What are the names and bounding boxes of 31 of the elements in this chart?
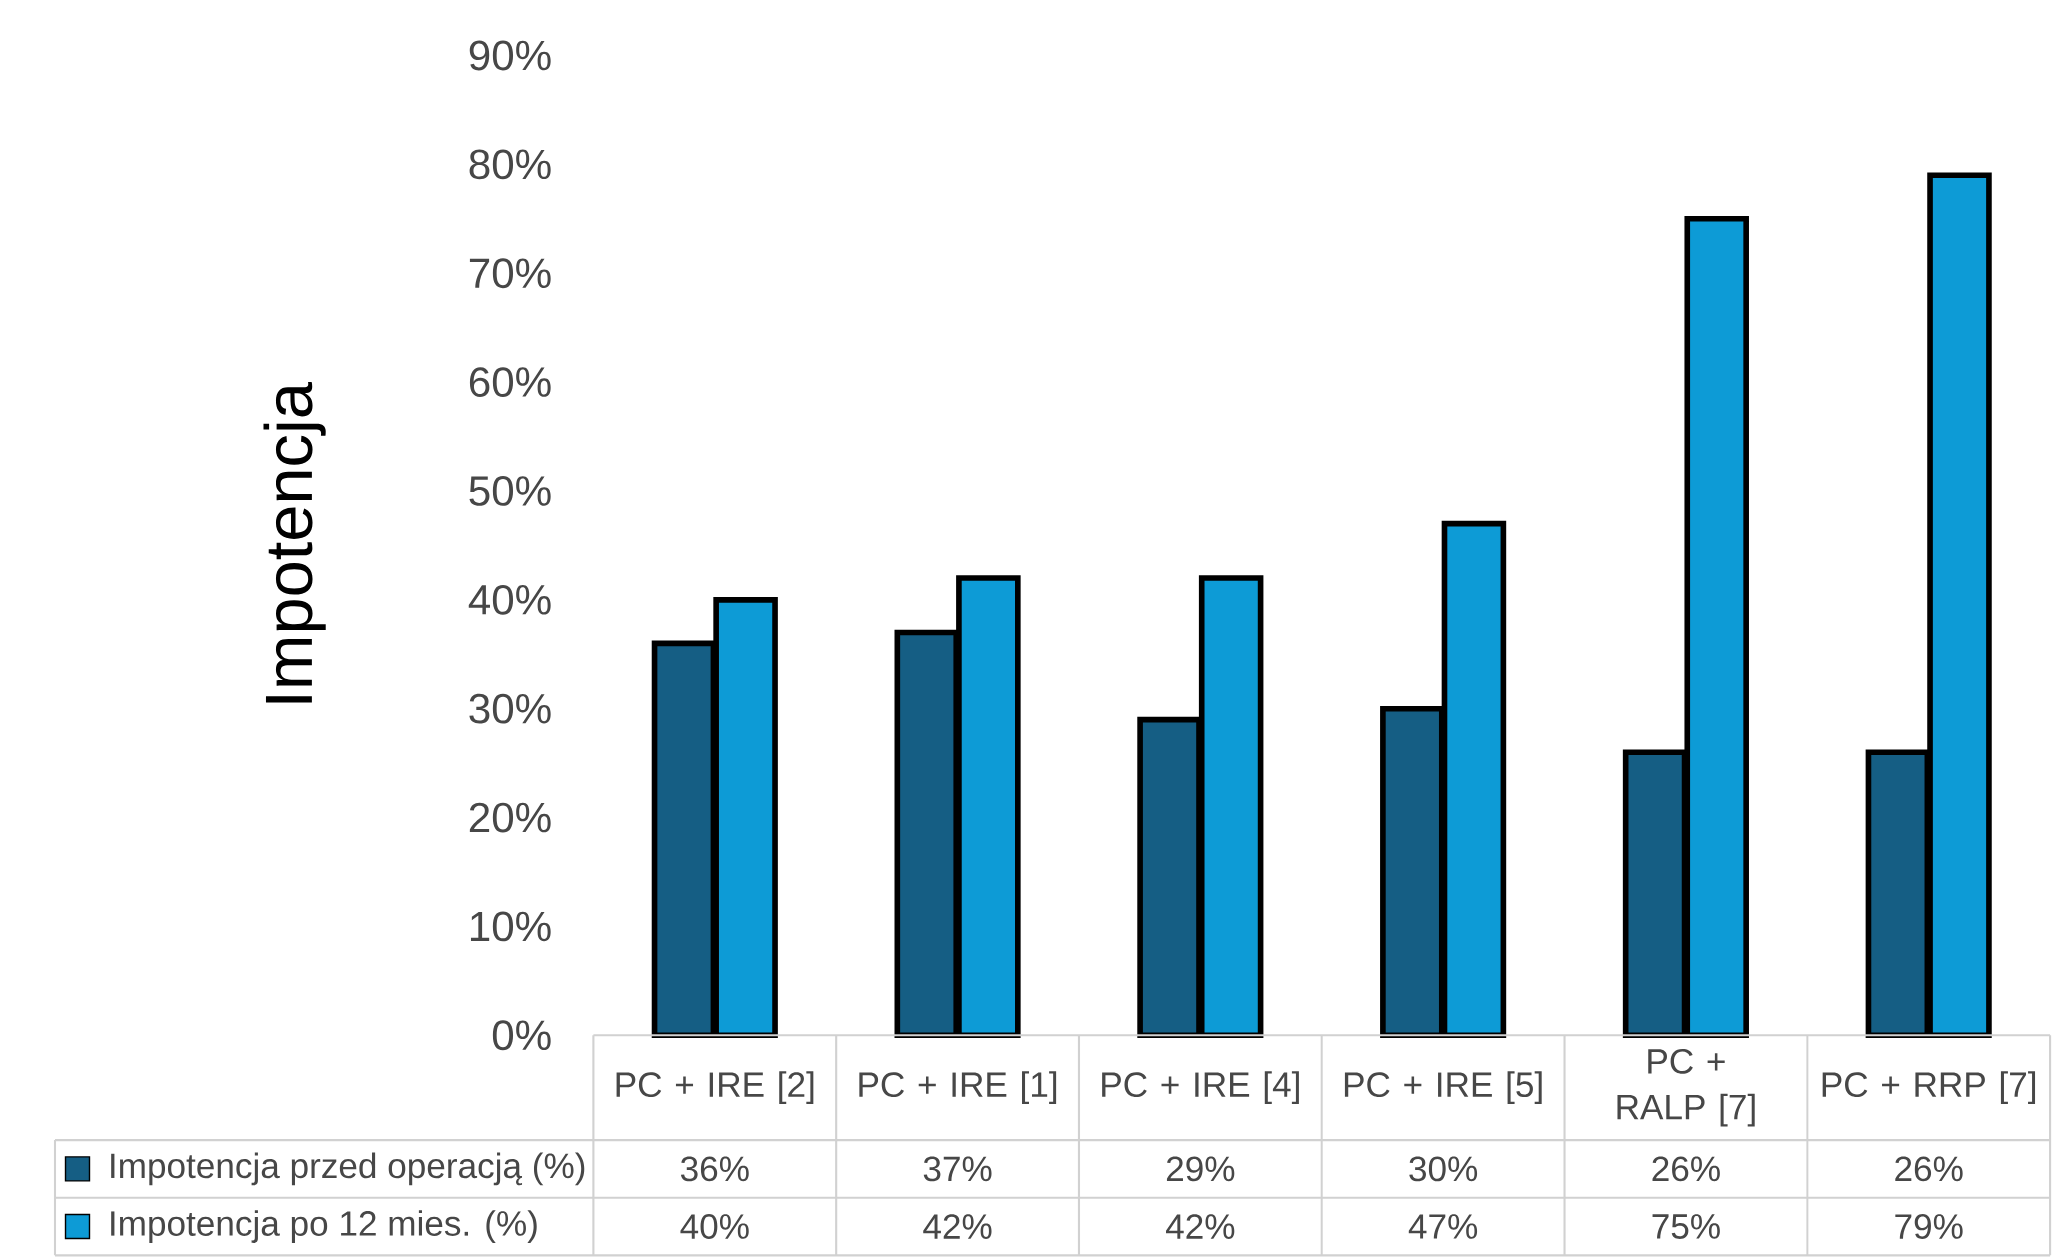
- x-tick-label: PC + RALP [7]: [1617, 1048, 1755, 1127]
- data-label: 26%: [1895, 1156, 1963, 1182]
- data-label: 40%: [680, 1214, 749, 1239]
- data-label: 29%: [1166, 1156, 1235, 1182]
- data-label: 30%: [1409, 1156, 1478, 1182]
- x-tick-label: PC + IRE [4]: [1102, 1071, 1299, 1105]
- x-tick-label: PC + IRE [2]: [616, 1071, 814, 1105]
- y-tick-label: 70%: [469, 258, 551, 289]
- y-tick-label: 30%: [469, 693, 551, 724]
- y-tick-label: 50%: [469, 476, 551, 506]
- data-label: 79%: [1895, 1214, 1963, 1239]
- y-tick-label: 20%: [469, 802, 551, 833]
- data-label: 36%: [680, 1156, 749, 1182]
- y-tick-label: 10%: [470, 911, 551, 942]
- x-tick-label: PC + IRE [1]: [859, 1071, 1057, 1105]
- y-axis-title: Impotencja: [263, 382, 326, 703]
- data-label: 26%: [1652, 1156, 1720, 1182]
- y-tick-label: 40%: [468, 584, 551, 615]
- data-label: 42%: [923, 1214, 992, 1239]
- data-label: 42%: [1166, 1214, 1235, 1239]
- y-tick-label: 90%: [469, 40, 551, 71]
- legend-label: Impotencja po 12 mies. (%): [111, 1210, 537, 1243]
- y-tick-label: 60%: [469, 367, 551, 397]
- data-label: 47%: [1408, 1214, 1478, 1239]
- data-label: 75%: [1652, 1214, 1720, 1239]
- y-tick-label: 0%: [492, 1020, 551, 1051]
- x-tick-label: PC + IRE [5]: [1344, 1071, 1542, 1105]
- data-label: 37%: [923, 1156, 992, 1182]
- y-tick-label: 80%: [469, 149, 551, 180]
- x-tick-label: PC + RRP [7]: [1822, 1071, 2036, 1105]
- legend-label: Impotencja przed operacją (%): [111, 1152, 585, 1186]
